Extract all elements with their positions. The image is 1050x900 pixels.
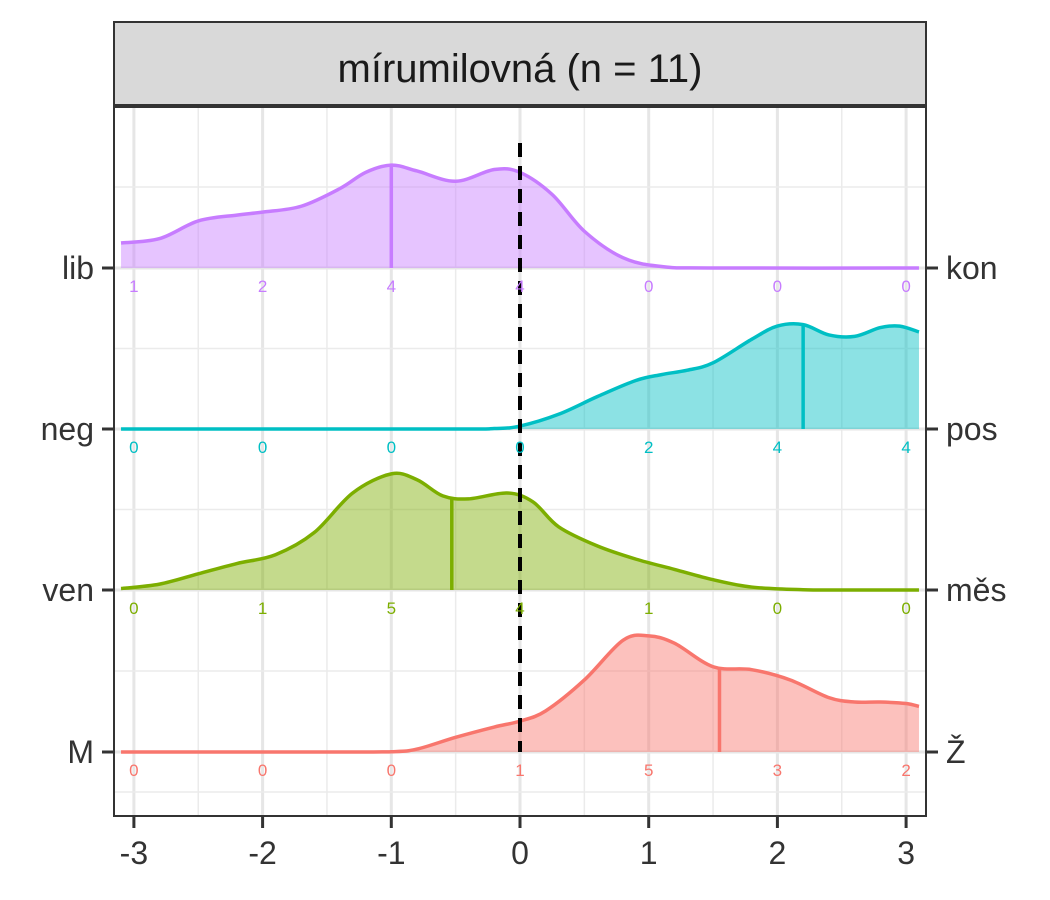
count-label: 4: [773, 438, 782, 457]
count-label: 1: [515, 761, 524, 780]
density-line: [120, 163, 919, 270]
x-tick-label: 1: [640, 835, 658, 871]
density-line: [120, 471, 919, 592]
count-label: 4: [515, 277, 524, 296]
count-label: 0: [129, 438, 138, 457]
facet-title: mírumilovná (n = 11): [338, 47, 703, 91]
count-label: 1: [258, 599, 267, 618]
x-tick-label: -1: [377, 835, 405, 871]
density-area: [121, 473, 919, 591]
left-category-label: ven: [42, 572, 94, 608]
x-axis: -3 -2 -1 0 1 2 3: [120, 816, 915, 871]
x-tick-label: 3: [897, 835, 915, 871]
count-label: 1: [129, 277, 138, 296]
left-category-label: neg: [41, 411, 94, 447]
count-label: 3: [773, 761, 782, 780]
right-category-label: měs: [946, 572, 1006, 608]
count-label: 0: [901, 599, 910, 618]
left-category-label: lib: [62, 250, 94, 286]
count-labels: 1 2 4 4 0 0 0 0 0 0 0 2 4 4 0 1 5 4 1 0 0 0 0 0 1 5 3 2: [129, 277, 911, 780]
right-category-label: Ž: [946, 734, 966, 770]
count-label: 0: [258, 761, 267, 780]
left-y-axis: lib neg ven M: [41, 250, 114, 770]
count-label: 4: [387, 277, 396, 296]
x-tick-label: 2: [769, 835, 787, 871]
count-label: 4: [515, 599, 524, 618]
density-line: [121, 322, 920, 431]
density-area: [121, 323, 919, 430]
count-label: 0: [129, 761, 138, 780]
right-category-label: kon: [946, 250, 998, 286]
x-tick-label: 0: [511, 835, 529, 871]
count-label: 0: [773, 599, 782, 618]
left-category-label: M: [67, 734, 94, 770]
density-line: [121, 633, 920, 754]
count-label: 0: [387, 761, 396, 780]
count-label: 2: [258, 277, 267, 296]
x-tick-label: -2: [248, 835, 276, 871]
count-label: 0: [387, 438, 396, 457]
right-category-label: pos: [946, 411, 998, 447]
count-label: 0: [515, 438, 524, 457]
count-label: 0: [129, 599, 138, 618]
count-label: 2: [901, 761, 910, 780]
count-label: 5: [644, 761, 653, 780]
count-label: 0: [258, 438, 267, 457]
count-label: 0: [773, 277, 782, 296]
x-tick-label: -3: [120, 835, 148, 871]
count-label: 0: [644, 277, 653, 296]
count-label: 5: [387, 599, 396, 618]
count-label: 0: [901, 277, 910, 296]
count-label: 4: [901, 438, 910, 457]
count-label: 1: [644, 599, 653, 618]
right-y-axis: kon pos měs Ž: [926, 250, 1006, 770]
facet-strip: [113, 21, 927, 106]
count-label: 2: [644, 438, 653, 457]
